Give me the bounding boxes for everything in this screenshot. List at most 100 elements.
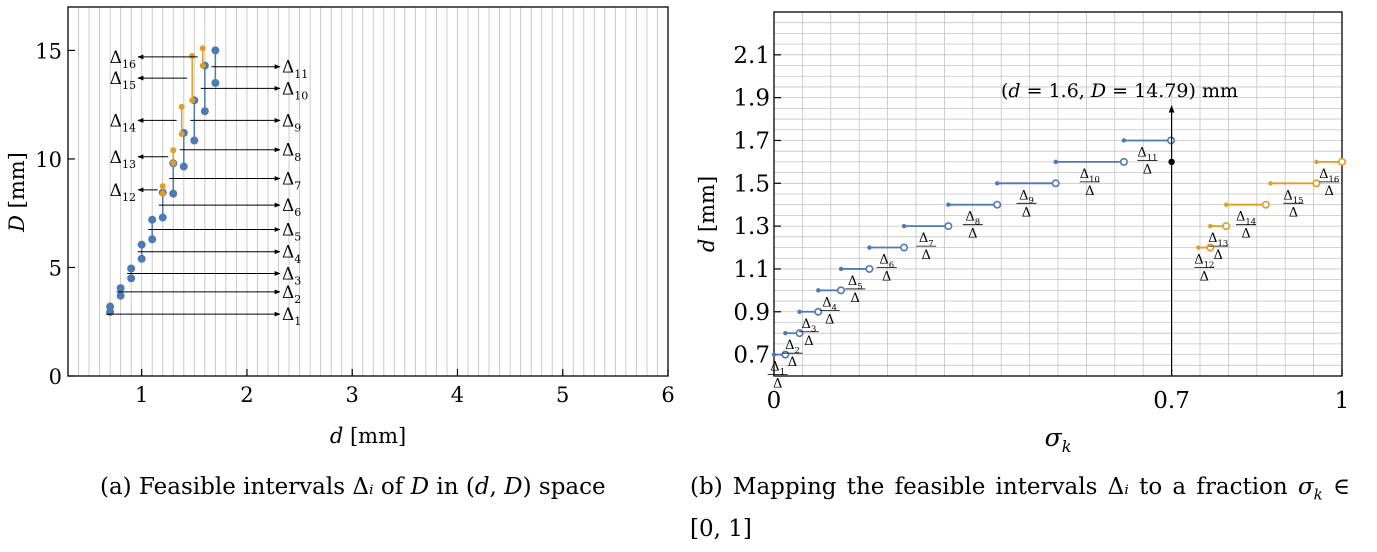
segment-start-point	[995, 181, 1000, 186]
interval-point	[158, 213, 167, 222]
segment-start-point	[1121, 138, 1127, 143]
segment-start-point	[783, 330, 788, 336]
plot-frame	[67, 6, 669, 377]
segment-label: Δ15	[1283, 188, 1303, 205]
segment-label: Δ6	[879, 253, 894, 270]
segment-start-point	[838, 266, 844, 272]
segment-start-point	[867, 245, 872, 250]
segment-end-point	[900, 243, 909, 252]
x-tick-label: 4	[451, 383, 464, 407]
segment-end-point	[814, 307, 823, 316]
segment-label-denominator: Δ	[1289, 205, 1298, 220]
segment-end-point	[1222, 222, 1231, 231]
segment-start-point	[1314, 159, 1319, 165]
plot-frame	[773, 11, 1343, 377]
interval-point	[211, 78, 220, 87]
segment-end-point	[1051, 179, 1060, 188]
segment-end-point	[1338, 157, 1347, 166]
marker-point	[1168, 158, 1175, 166]
interval-point	[159, 190, 166, 197]
segment-label: Δ10	[1080, 167, 1100, 184]
interval-point	[211, 46, 220, 55]
interval-point	[170, 147, 177, 154]
segment-end-point	[1119, 157, 1128, 166]
segment-start-point	[771, 352, 777, 357]
segment-label-denominator: Δ	[1213, 248, 1222, 263]
x-axis-label: d [mm]	[330, 424, 406, 448]
y-tick-label: 0.9	[733, 300, 770, 326]
interval-point	[178, 103, 185, 110]
interval-point	[179, 162, 188, 171]
segment-label: Δ1	[770, 360, 785, 377]
interval-point	[199, 45, 206, 52]
interval-point	[137, 254, 146, 263]
y-tick-label: 1.7	[733, 128, 770, 154]
segment-label-denominator: Δ	[1022, 205, 1031, 220]
segment-label-denominator: Δ	[1085, 184, 1094, 199]
segment-label-denominator: Δ	[804, 334, 813, 349]
interval-point	[200, 107, 209, 116]
interval-label: Δ9	[282, 111, 301, 134]
x-tick-label: 2	[240, 383, 253, 407]
interval-point	[190, 136, 199, 145]
segment-label: Δ9	[1019, 188, 1034, 205]
interval-label: Δ4	[282, 243, 301, 266]
segment-label: Δ8	[965, 210, 980, 227]
segment-start-point	[816, 288, 821, 293]
interval-point	[148, 235, 157, 244]
segment-label: Δ2	[785, 338, 800, 355]
marker-annotation: (d = 1.6, D = 14.79) mm	[1001, 80, 1238, 102]
interval-point	[116, 284, 125, 293]
interval-label: Δ2	[282, 283, 301, 306]
interval-label: Δ10	[282, 79, 308, 102]
y-tick-label: 15	[35, 39, 62, 63]
segment-label: Δ13	[1208, 231, 1228, 248]
segment-start-point	[1208, 223, 1213, 229]
interval-point	[106, 302, 115, 311]
interval-point	[116, 291, 125, 300]
segment-label-denominator: Δ	[851, 291, 860, 306]
y-tick-label: 1.1	[733, 257, 770, 283]
segment-label: Δ3	[802, 317, 817, 334]
segment-end-point	[837, 286, 846, 295]
segment-label-denominator: Δ	[968, 227, 977, 242]
interval-label: Δ16	[110, 48, 136, 71]
segment-end-point	[865, 264, 874, 273]
interval-label: Δ8	[282, 141, 301, 164]
x-tick-label: 1	[135, 383, 148, 407]
interval-label: Δ7	[282, 169, 301, 192]
interval-label: Δ3	[282, 264, 301, 287]
segment-label: Δ16	[1319, 167, 1339, 184]
interval-label: Δ12	[110, 181, 136, 204]
segment-label-denominator: Δ	[1143, 162, 1152, 177]
x-tick-label: 3	[346, 383, 359, 407]
y-axis-label: d [mm]	[695, 176, 719, 252]
segment-label-denominator: Δ	[882, 270, 891, 285]
interval-label: Δ14	[110, 111, 136, 134]
segment-start-point	[901, 223, 907, 229]
interval-label: Δ11	[282, 58, 308, 81]
x-tick-label: 0.7	[1153, 388, 1190, 414]
segment-label-denominator: Δ	[922, 248, 931, 263]
interval-point	[189, 52, 196, 59]
interval-point	[127, 274, 136, 283]
interval-label: Δ13	[110, 148, 136, 171]
segment-label-denominator: Δ	[1241, 227, 1250, 242]
interval-label: Δ1	[282, 305, 301, 328]
segment-end-point	[944, 222, 953, 231]
segment-start-point	[1053, 159, 1058, 165]
segment-label-denominator: Δ	[773, 377, 782, 392]
segment-start-point	[946, 202, 951, 207]
segment-label-denominator: Δ	[1325, 184, 1334, 199]
segment-end-point	[993, 200, 1002, 209]
segment-label: Δ5	[848, 274, 863, 291]
segment-label: Δ14	[1236, 210, 1256, 227]
y-axis-label: D [mm]	[5, 152, 29, 233]
x-tick-label: 0	[767, 388, 782, 414]
y-tick-label: 1.5	[733, 171, 770, 197]
segment-label: Δ11	[1137, 145, 1157, 162]
caption-a: (a) Feasible intervals Δᵢ of D in (d, D)…	[100, 474, 606, 500]
